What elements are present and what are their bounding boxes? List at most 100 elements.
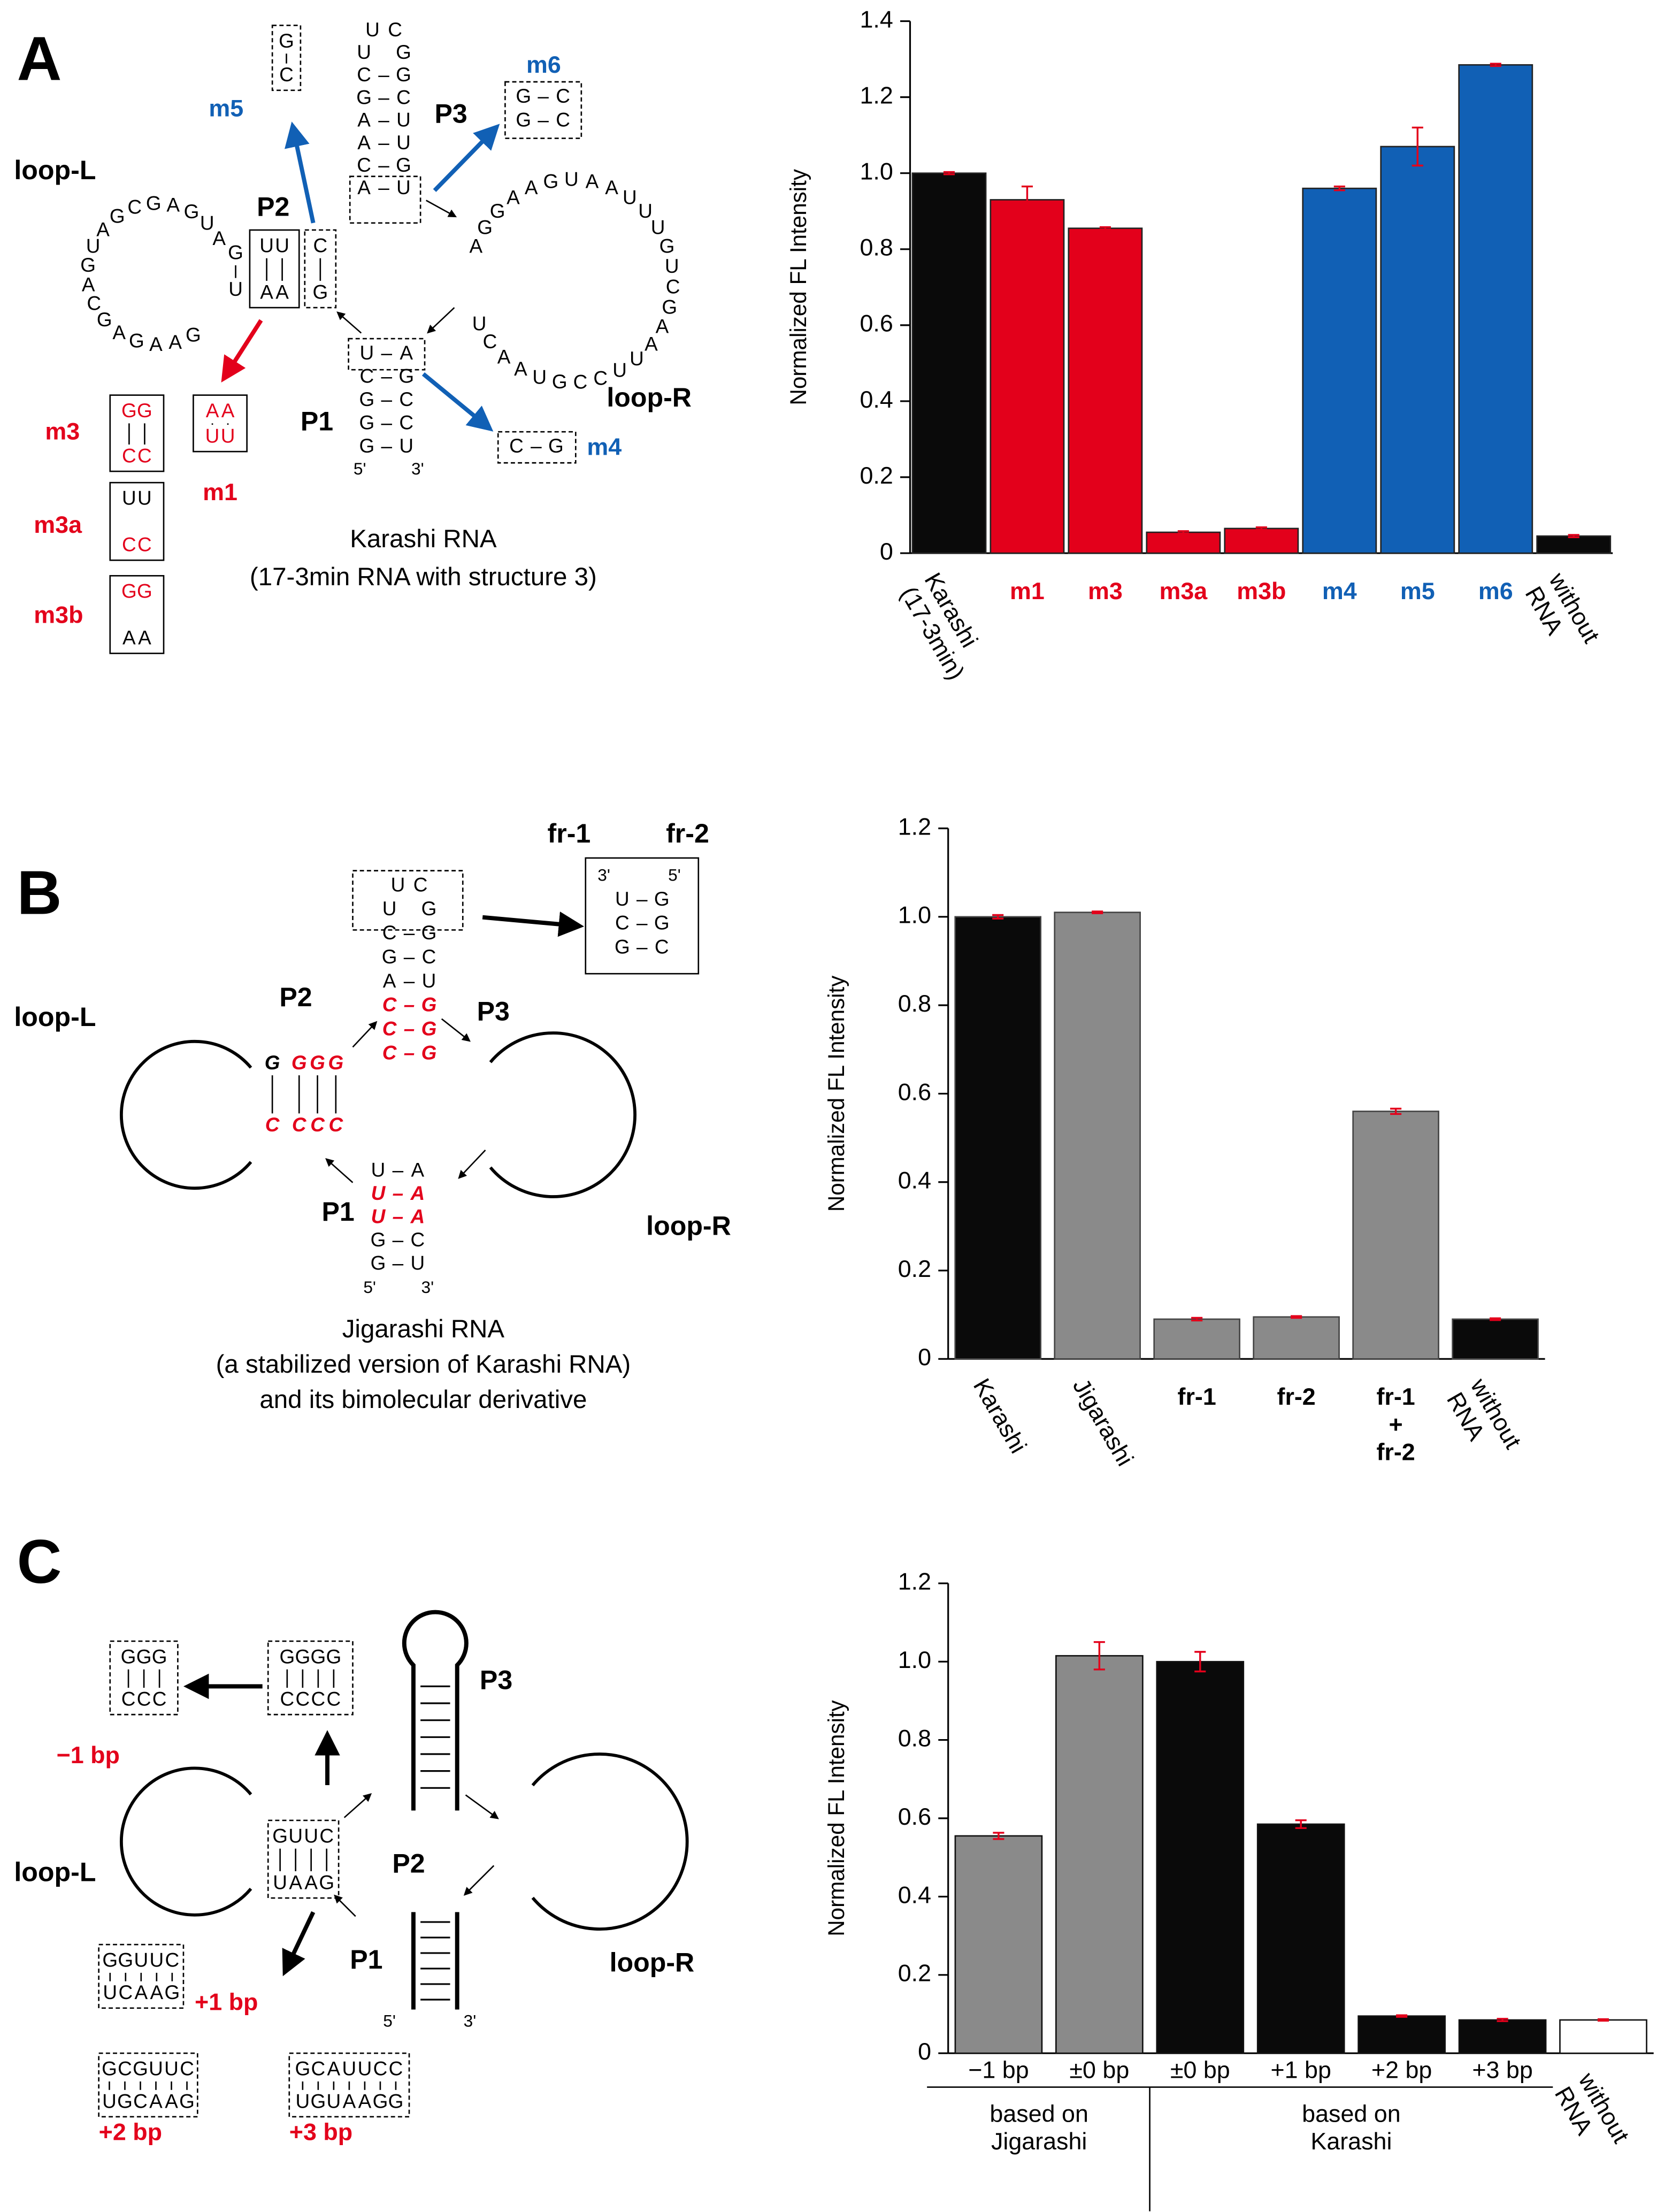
sequence: C [265,1114,280,1136]
label: P2 [392,1849,425,1879]
x-tick-label: +3 bp [1472,2056,1532,2083]
base-pair: C–G [357,154,411,176]
sequence: G [228,242,243,264]
box [98,2052,198,2118]
x-tick-label: withoutRNA [1549,2068,1635,2162]
base-pair: U–A [371,1182,425,1204]
bar [1055,1655,1144,2054]
base-pair: C–G [382,1042,437,1063]
error-bar [1333,185,1345,192]
base-pair: A–U [357,132,411,154]
box [585,857,700,975]
x-tick-label: m5 [1400,577,1435,604]
bar [954,916,1041,1360]
bar [1302,187,1377,554]
loop-sequence: GAAGAGCAGUAGCGAGUA [80,193,226,356]
bar [1357,2015,1446,2054]
y-tick-label: 0.2 [898,1960,931,1987]
sequence: GGUUC [102,1949,179,1971]
base-pair: G–C [371,1229,425,1251]
error-bar [1390,1107,1402,1115]
caption: and its bimolecular derivative [259,1386,587,1414]
label: 3' [464,2011,477,2031]
sequence: G [279,30,294,52]
mutation-arrow [285,121,316,224]
error-bar [1255,526,1267,531]
sequence: GG [121,400,152,422]
panel-label: A [17,24,62,93]
base-pair: A–U [357,109,411,131]
sequence: AA [122,627,151,649]
label: P3 [480,1665,512,1695]
y-tick-label: 0.6 [898,1078,931,1105]
error-bar [1490,63,1501,67]
strand-arrow [343,1793,372,1818]
label: 3' [411,459,424,478]
x-tick-label: m6 [1478,577,1513,604]
caption: Jigarashi RNA [342,1315,505,1343]
error-bar [1092,910,1103,914]
bar [1458,2019,1547,2054]
label: P2 [279,982,312,1012]
strand-arrow [463,1865,495,1896]
base-pair: G–C [382,946,436,968]
bar [1156,1660,1245,2054]
base-pair: U–G [615,888,670,910]
mutation-arrow [433,124,500,192]
sequence: UU [259,234,289,256]
loop-arc [531,1752,689,1931]
y-tick-label: 1.0 [860,158,893,185]
x-tick-label: Karashi [968,1374,1032,1458]
caption: Karashi RNA [350,525,497,553]
base-pair: C–G [382,922,437,944]
strand-arrow [325,1158,354,1183]
label: m3b [34,601,83,629]
panel-label: B [17,858,62,927]
base-pair: G–C [516,109,570,131]
sequence: AA [206,400,235,422]
label: m1 [203,478,237,506]
error-bar [1194,1651,1206,1673]
x-tick-label: +2 bp [1371,2056,1432,2083]
error-bar [1396,2014,1408,2018]
panel-label: C [17,1527,62,1596]
label: P3 [435,99,467,129]
base-pair: C–G [509,435,564,457]
caption: (a stabilized version of Karashi RNA) [216,1350,631,1379]
bar [1559,2019,1647,2054]
y-tick-label: 0.6 [898,1803,931,1830]
error-bar [1093,1641,1105,1671]
label: m3a [34,511,82,538]
base-pair: G–C [516,85,570,107]
bar [1256,1823,1345,2054]
base-pair: U–A [371,1205,425,1227]
y-tick-label: 1.0 [898,1646,931,1673]
box [497,431,577,464]
box [271,25,302,91]
label: loop-L [14,155,96,185]
sequence: G [312,281,328,303]
sequence: GGG [292,1052,343,1074]
loop-sequence: AGGAAGUAAUUUGUCGAAUUCCGUAACU [469,168,680,393]
y-tick-label: 1.0 [898,901,931,929]
label: −1 bp [57,1741,120,1769]
derivative-arrow [282,1911,316,1977]
x-tick-label: fr-2 [1277,1383,1316,1410]
x-tick-label: Karashi(17-3min) [895,568,994,684]
base-pair: U–A [371,1159,425,1181]
bar [1452,1318,1539,1360]
loop-arc [489,1031,636,1198]
sequence: CCCC [280,1688,341,1710]
base-pair: C–G [357,64,411,86]
base-pair: C–G [382,1017,437,1039]
base-pair: A–U [383,970,436,992]
loop-arc [120,1766,252,1917]
x-tick-label: m3b [1237,577,1286,604]
box [98,1943,185,2009]
label: P1 [350,1945,382,1974]
label: m3 [45,418,80,445]
base-pair: U C [365,19,402,41]
sequence: AA [260,281,289,303]
x-tick-label: ±0 bp [1069,2056,1129,2083]
